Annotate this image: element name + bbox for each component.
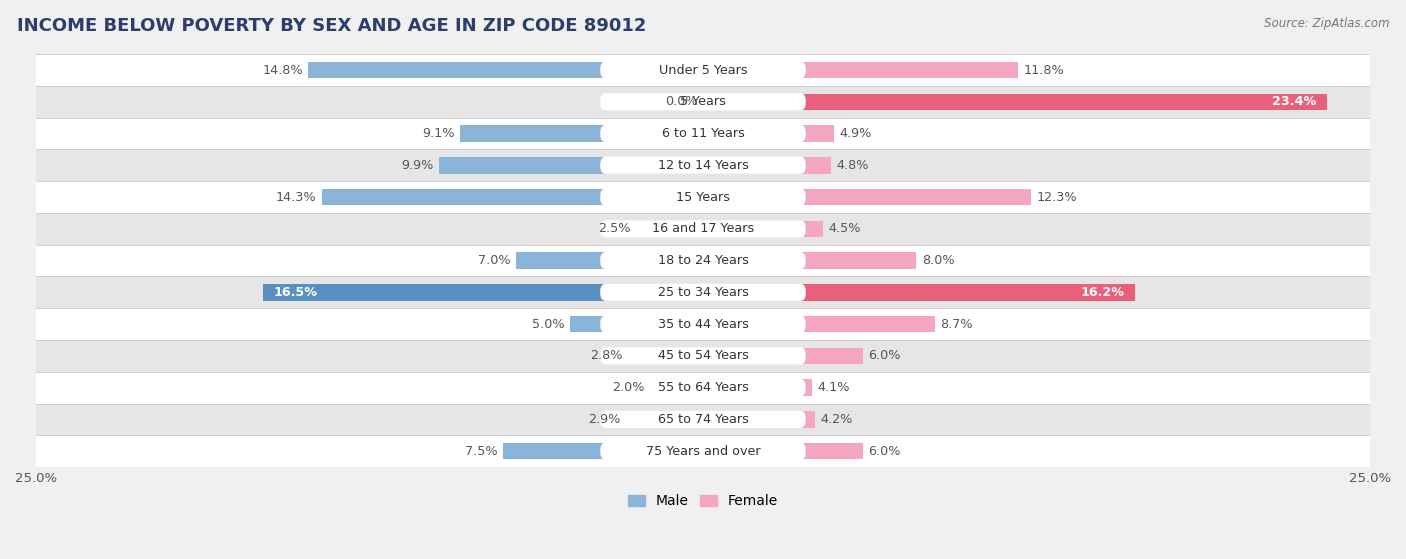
FancyBboxPatch shape [600,443,806,459]
FancyBboxPatch shape [600,188,806,206]
Text: 9.9%: 9.9% [401,159,433,172]
Bar [37,245,1369,277]
Text: 65 to 74 Years: 65 to 74 Years [658,413,748,426]
FancyBboxPatch shape [600,379,806,396]
Bar [37,308,1369,340]
Text: 2.8%: 2.8% [591,349,623,362]
Text: 14.8%: 14.8% [262,64,302,77]
Bar [503,443,703,459]
Bar [703,93,1327,110]
FancyBboxPatch shape [600,284,806,301]
FancyBboxPatch shape [600,315,806,333]
Text: Under 5 Years: Under 5 Years [658,64,748,77]
Text: 2.0%: 2.0% [612,381,644,394]
Bar [703,221,823,237]
Text: 16.5%: 16.5% [274,286,318,299]
FancyBboxPatch shape [600,61,806,79]
Bar [322,189,703,205]
Bar [703,252,917,269]
Text: 35 to 44 Years: 35 to 44 Years [658,318,748,330]
Text: 0.0%: 0.0% [665,95,697,108]
FancyBboxPatch shape [600,347,806,364]
Text: INCOME BELOW POVERTY BY SEX AND AGE IN ZIP CODE 89012: INCOME BELOW POVERTY BY SEX AND AGE IN Z… [17,17,647,35]
Bar [37,372,1369,404]
Bar [37,86,1369,117]
Text: 4.1%: 4.1% [818,381,851,394]
Text: 55 to 64 Years: 55 to 64 Years [658,381,748,394]
Text: 2.9%: 2.9% [588,413,620,426]
Text: 4.2%: 4.2% [820,413,853,426]
Text: 12.3%: 12.3% [1036,191,1077,203]
Bar [37,404,1369,435]
Bar [308,61,703,78]
Text: 4.5%: 4.5% [828,222,860,235]
Text: 5.0%: 5.0% [531,318,564,330]
FancyBboxPatch shape [600,252,806,269]
FancyBboxPatch shape [600,125,806,142]
Text: 8.7%: 8.7% [941,318,973,330]
Legend: Male, Female: Male, Female [623,489,783,514]
Text: 4.9%: 4.9% [839,127,872,140]
Text: 11.8%: 11.8% [1024,64,1064,77]
Text: 6.0%: 6.0% [869,444,901,458]
Text: 25 to 34 Years: 25 to 34 Years [658,286,748,299]
Bar [516,252,703,269]
Bar [37,340,1369,372]
Text: 75 Years and over: 75 Years and over [645,444,761,458]
Bar [703,443,863,459]
Text: 12 to 14 Years: 12 to 14 Years [658,159,748,172]
Bar [37,277,1369,308]
Bar [460,125,703,142]
Text: 16 and 17 Years: 16 and 17 Years [652,222,754,235]
Text: 14.3%: 14.3% [276,191,316,203]
Text: 7.0%: 7.0% [478,254,510,267]
Bar [37,181,1369,213]
Text: 23.4%: 23.4% [1272,95,1316,108]
Text: 6 to 11 Years: 6 to 11 Years [662,127,744,140]
Bar [569,316,703,333]
Bar [37,213,1369,245]
Text: 18 to 24 Years: 18 to 24 Years [658,254,748,267]
FancyBboxPatch shape [600,220,806,238]
Bar [37,149,1369,181]
Bar [703,157,831,173]
Bar [650,380,703,396]
Bar [703,189,1031,205]
Text: 15 Years: 15 Years [676,191,730,203]
Text: 2.5%: 2.5% [599,222,631,235]
Bar [626,411,703,428]
Bar [703,61,1018,78]
Text: Source: ZipAtlas.com: Source: ZipAtlas.com [1264,17,1389,30]
Bar [703,348,863,364]
Bar [37,435,1369,467]
FancyBboxPatch shape [600,157,806,174]
FancyBboxPatch shape [600,411,806,428]
Text: 9.1%: 9.1% [422,127,456,140]
FancyBboxPatch shape [600,93,806,110]
Text: 4.8%: 4.8% [837,159,869,172]
Text: 8.0%: 8.0% [922,254,955,267]
Bar [37,54,1369,86]
Text: 6.0%: 6.0% [869,349,901,362]
Text: 45 to 54 Years: 45 to 54 Years [658,349,748,362]
Bar [628,348,703,364]
Bar [703,316,935,333]
Bar [703,380,813,396]
Bar [263,284,703,301]
Text: 5 Years: 5 Years [681,95,725,108]
Bar [439,157,703,173]
Bar [703,284,1135,301]
Bar [637,221,703,237]
Bar [703,411,815,428]
Bar [37,117,1369,149]
Text: 7.5%: 7.5% [465,444,498,458]
Bar [703,125,834,142]
Text: 16.2%: 16.2% [1080,286,1125,299]
